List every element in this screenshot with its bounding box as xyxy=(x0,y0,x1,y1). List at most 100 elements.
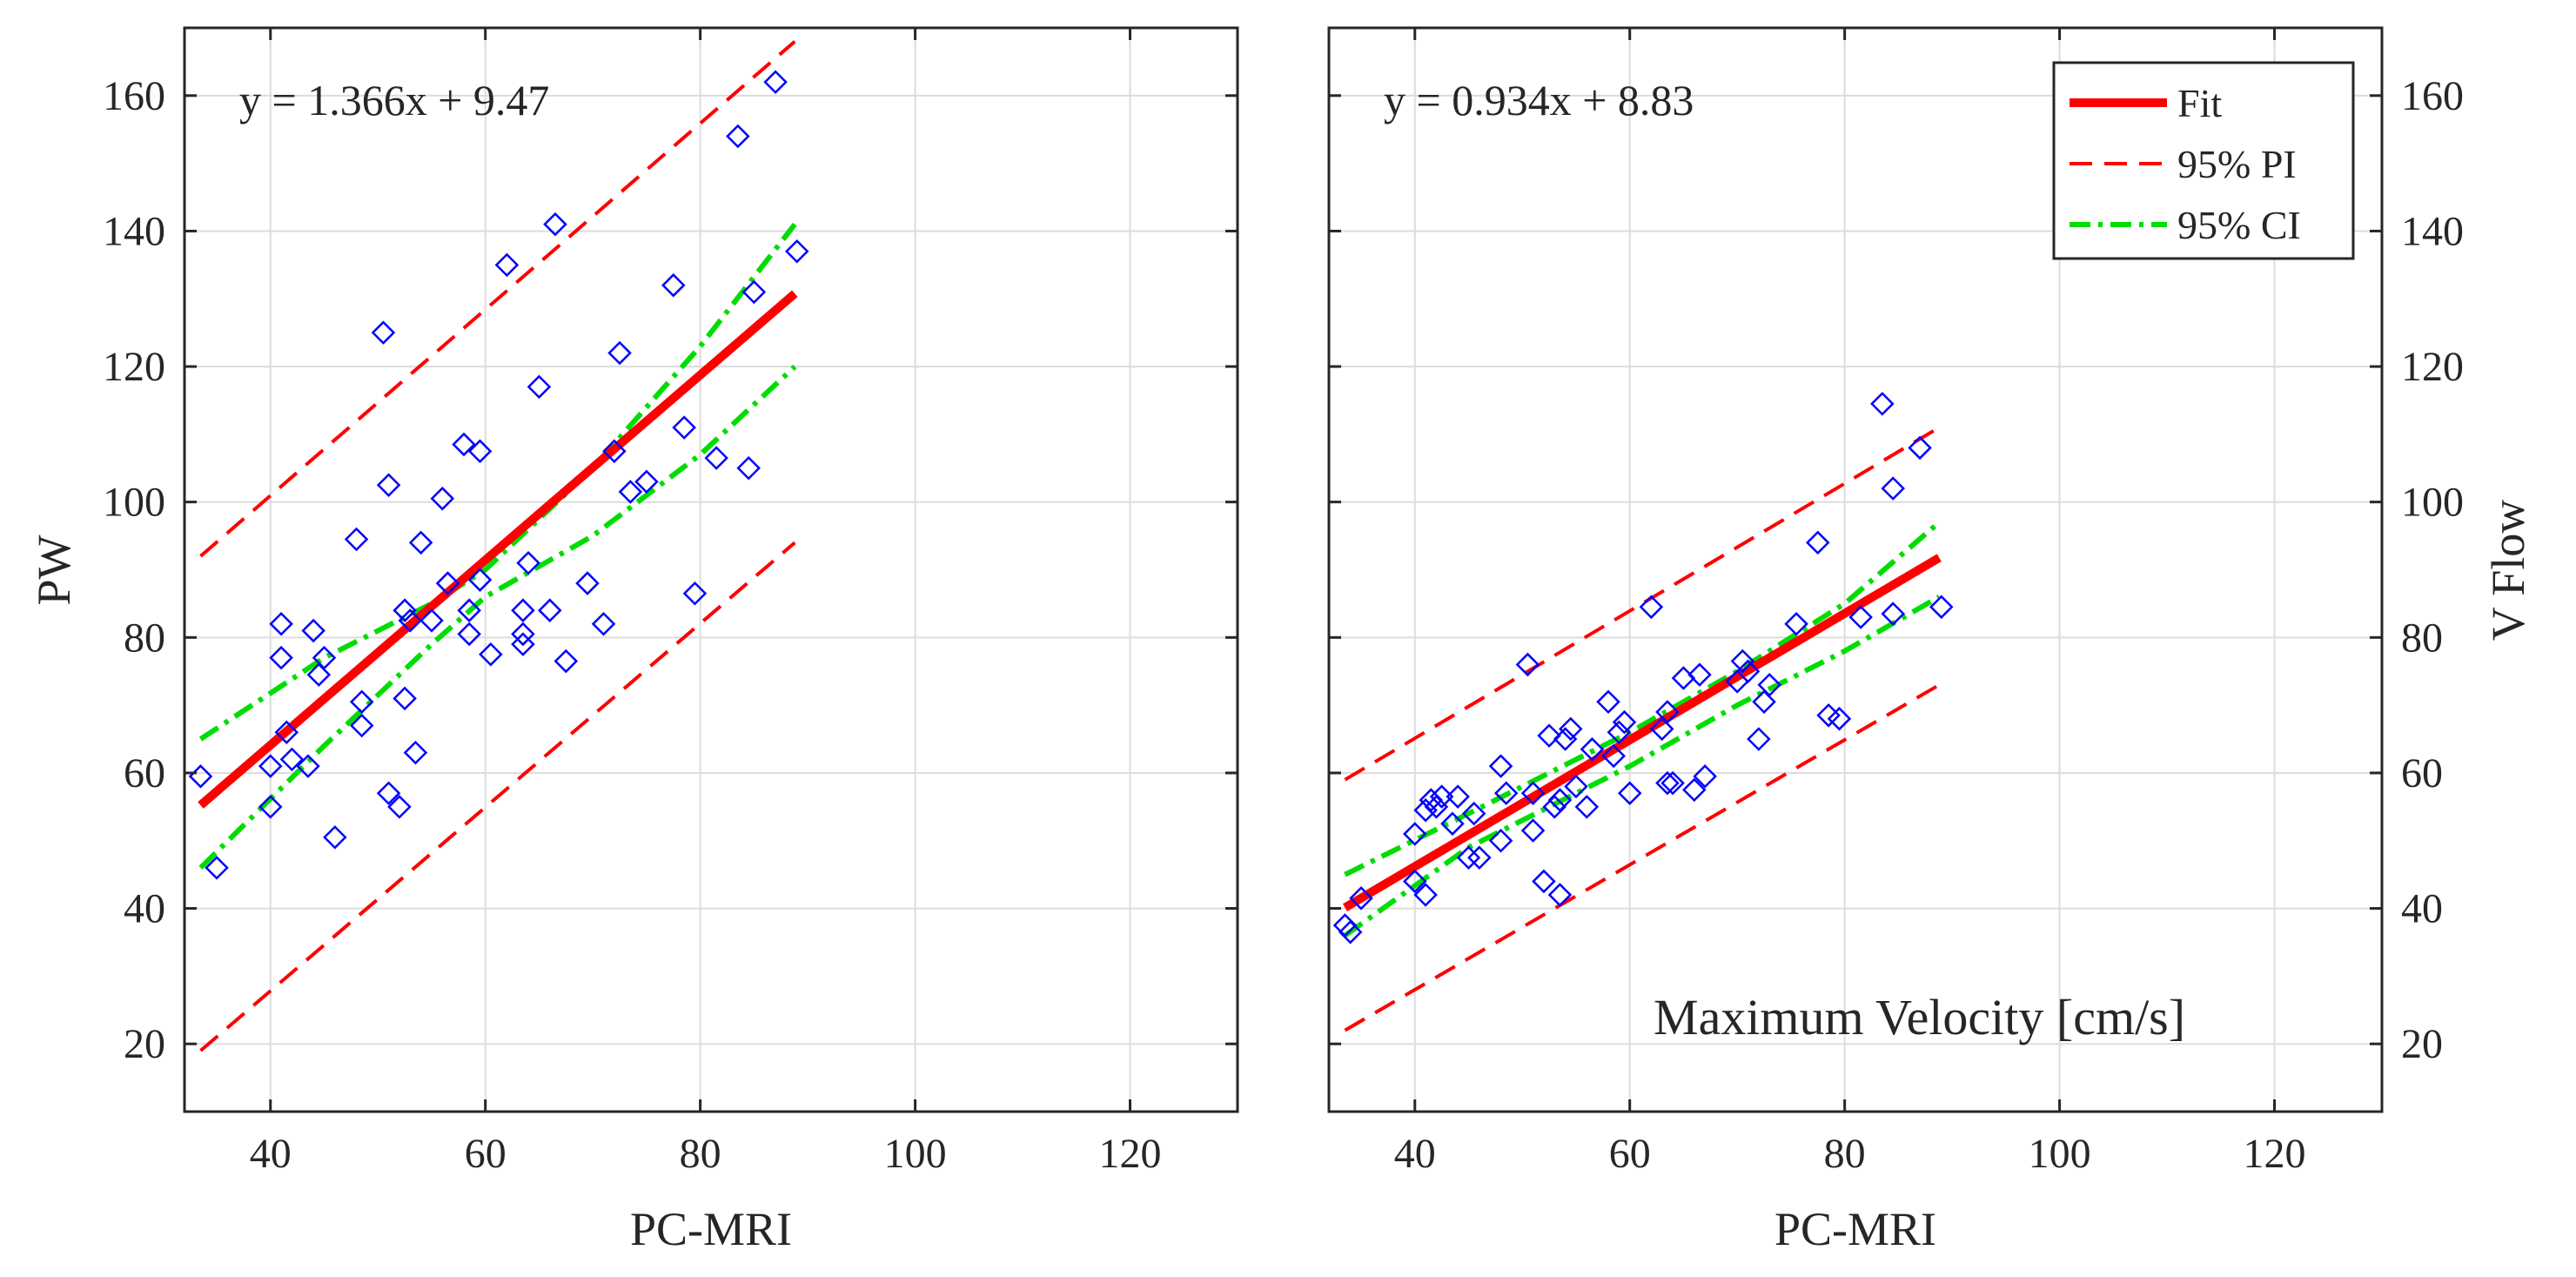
right-data-point-30 xyxy=(1580,736,1605,762)
left-data-point-9 xyxy=(301,618,325,643)
left-data-point-18 xyxy=(376,781,401,806)
left-data-point-42 xyxy=(553,649,579,674)
left-data-point-3 xyxy=(258,795,283,819)
left-data-point-34 xyxy=(494,252,520,278)
left-ytick-label-60: 60 xyxy=(124,750,165,796)
left-data-point-47 xyxy=(618,480,643,504)
left-data-point-2 xyxy=(258,754,283,778)
left-fit-line-group xyxy=(198,290,798,809)
right-data-point-36 xyxy=(1639,595,1664,620)
right-data-point-1 xyxy=(1338,920,1363,944)
right-data-point-51 xyxy=(1784,611,1808,636)
right-ytick-label-120: 120 xyxy=(2401,344,2464,390)
right-y-tick-labels: 20 40 60 80 100 120 140 160 xyxy=(2401,73,2464,1067)
right-data-point-27 xyxy=(1559,716,1583,742)
left-data-point-56 xyxy=(763,70,788,95)
right-data-point-43 xyxy=(1687,662,1712,687)
legend-fit-label: Fit xyxy=(2177,81,2222,125)
left-data-point-39 xyxy=(527,374,552,400)
right-data-point-13 xyxy=(1461,801,1486,826)
right-tick-marks xyxy=(1329,28,2382,1112)
left-xtick-label-120: 120 xyxy=(1099,1131,1162,1177)
left-ci-upper-line xyxy=(198,222,797,742)
right-data-point-37 xyxy=(1649,716,1674,742)
left-data-point-16 xyxy=(371,320,396,345)
right-xtick-label-60: 60 xyxy=(1609,1131,1651,1177)
right-data-point-60 xyxy=(1929,595,1954,620)
left-data-point-32 xyxy=(467,568,493,592)
legend-ci-label: 95% CI xyxy=(2177,203,2301,247)
right-data-point-18 xyxy=(1515,652,1540,677)
left-data-points xyxy=(188,70,809,880)
left-data-point-51 xyxy=(682,581,708,606)
left-data-point-57 xyxy=(785,239,809,264)
left-data-point-23 xyxy=(403,740,428,765)
right-xtick-label-100: 100 xyxy=(2029,1131,2091,1177)
right-data-point-49 xyxy=(1752,689,1776,715)
right-pi-upper-line xyxy=(1344,426,1941,782)
left-data-point-4 xyxy=(269,611,293,636)
right-data-point-59 xyxy=(1908,435,1932,460)
left-data-point-20 xyxy=(392,598,417,622)
left-data-point-14 xyxy=(349,689,374,715)
left-data-point-55 xyxy=(741,279,767,305)
left-fit-equation: y = 1.366x + 9.47 xyxy=(239,76,549,124)
right-data-point-17 xyxy=(1493,781,1519,806)
right-data-point-54 xyxy=(1827,706,1852,731)
left-ytick-label-80: 80 xyxy=(124,615,165,661)
legend-box xyxy=(2052,61,2355,260)
left-y-tick-labels: 20 40 60 80 100 120 140 160 xyxy=(103,73,165,1067)
legend-pi-label: 95% PI xyxy=(2177,142,2297,186)
left-data-point-5 xyxy=(269,645,293,670)
left-data-point-30 xyxy=(457,622,481,647)
right-data-point-11 xyxy=(1446,784,1470,809)
left-plot-area xyxy=(184,28,1238,1112)
right-data-point-8 xyxy=(1424,795,1449,819)
right-pi-lower-line xyxy=(1344,683,1941,1032)
left-data-point-45 xyxy=(602,439,627,464)
right-data-point-57 xyxy=(1881,476,1905,501)
left-ytick-label-160: 160 xyxy=(103,73,165,119)
right-data-point-4 xyxy=(1403,869,1427,894)
left-data-point-37 xyxy=(511,622,535,647)
left-data-point-12 xyxy=(323,825,347,850)
left-data-point-13 xyxy=(344,527,369,552)
left-data-point-28 xyxy=(452,432,476,457)
left-data-point-29 xyxy=(457,598,481,622)
left-data-point-25 xyxy=(419,608,444,633)
left-data-point-54 xyxy=(736,456,761,481)
right-fit-line-group xyxy=(1342,554,1942,911)
left-data-point-36 xyxy=(511,632,535,656)
right-panel: 40 60 80 100 120 20 40 60 80 100 120 140 160 y = 0.… xyxy=(1327,26,2534,1255)
right-data-point-42 xyxy=(1682,777,1707,803)
left-data-point-27 xyxy=(435,571,460,595)
right-xtick-label-120: 120 xyxy=(2244,1131,2306,1177)
left-prediction-interval xyxy=(199,40,796,1052)
right-data-point-34 xyxy=(1612,709,1637,735)
right-data-point-3 xyxy=(1403,822,1427,846)
right-data-point-31 xyxy=(1596,689,1620,715)
left-ytick-label-100: 100 xyxy=(103,480,165,526)
right-axes-box xyxy=(1327,26,2384,1113)
right-data-point-15 xyxy=(1488,754,1513,778)
right-x-tick-labels: 40 60 80 100 120 xyxy=(1394,1131,2306,1177)
right-data-point-23 xyxy=(1542,795,1567,819)
right-prediction-interval xyxy=(1344,426,1941,1032)
right-data-point-2 xyxy=(1349,886,1373,911)
right-data-point-19 xyxy=(1520,818,1546,843)
left-fit-line xyxy=(198,290,798,809)
left-x-axis-title: PC-MRI xyxy=(630,1203,792,1255)
right-data-point-22 xyxy=(1537,723,1561,748)
left-pi-upper-line xyxy=(199,40,796,558)
right-data-point-33 xyxy=(1607,720,1632,745)
right-fit-equation: y = 0.934x + 8.83 xyxy=(1384,76,1694,124)
left-data-point-46 xyxy=(607,340,632,366)
right-data-point-52 xyxy=(1806,530,1830,555)
left-data-point-50 xyxy=(672,415,696,440)
right-fit-line xyxy=(1342,554,1942,911)
left-data-point-6 xyxy=(274,720,299,745)
right-data-point-25 xyxy=(1547,883,1573,907)
right-xtick-label-80: 80 xyxy=(1824,1131,1866,1177)
left-y-axis-title: PW xyxy=(28,534,80,605)
